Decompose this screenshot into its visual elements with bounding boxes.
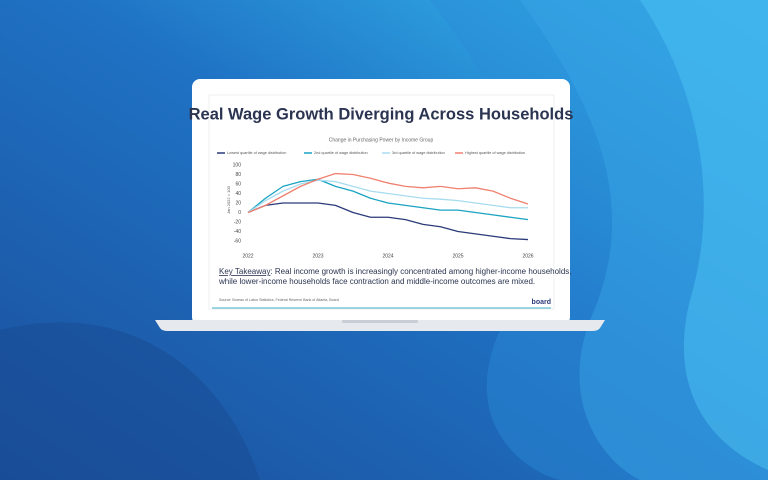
y-tick-label: 60 [235,181,241,187]
series-line [247,179,528,214]
key-takeaway: Key Takeaway: Real income growth is incr… [219,267,572,276]
legend-label: 3rd quartile of wage distribution [392,151,445,155]
laptop-base [155,320,605,331]
y-tick-label: 0 [238,210,241,216]
y-tick-label: 20 [235,200,241,206]
y-axis-label: Jan 2022 = 100 [226,185,231,213]
laptop-notch [342,320,418,323]
x-tick-label: 2023 [312,253,323,259]
x-tick-label: 2026 [522,253,533,259]
y-tick-label: 100 [233,162,242,168]
y-tick-label: -60 [234,238,241,244]
swirl [0,322,260,480]
legend-label: Lowest quartile of wage distribution [227,151,286,155]
chart-subtitle: Change in Purchasing Power by Income Gro… [329,137,434,143]
x-tick-label: 2024 [382,253,393,259]
y-tick-label: -20 [234,219,241,225]
page-title: Real Wage Growth Diverging Across Househ… [189,105,574,123]
swirl [640,0,768,470]
source: Source: Bureau of Labor Statistics, Fede… [219,298,339,302]
legend-label: Highest quartile of wage distribution [465,151,525,155]
key-takeaway-label: Key Takeaway [219,267,270,276]
x-tick-label: 2022 [242,253,253,259]
key-takeaway-text: while lower-income households face contr… [218,277,535,286]
logo: board [532,299,551,306]
y-tick-label: -40 [234,229,241,235]
legend-label: 2nd quartile of wage distribution [314,151,368,155]
series-line [247,178,529,221]
screen-content [208,94,555,310]
y-tick-label: 40 [235,191,241,197]
key-takeaway-text: : Real income growth is increasingly con… [270,267,571,276]
x-tick-label: 2025 [452,253,463,259]
series-line [247,172,529,214]
y-tick-label: 80 [235,172,241,178]
series-line [247,202,529,241]
